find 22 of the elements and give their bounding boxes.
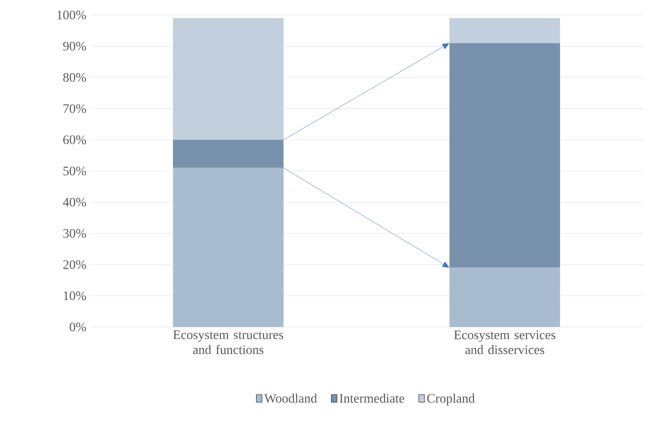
bar [172,18,284,140]
legend-label: Woodland [264,394,317,403]
y-tick-label: 100% [57,10,86,20]
bar [449,43,560,268]
bar [172,140,284,168]
x-tick-label: Ecosystem services and disservices [454,330,556,354]
y-tick-label: 40% [62,198,86,207]
y-tick-label: 30% [63,229,86,238]
y-tick-label: 70% [64,104,86,113]
y-tick-label: 10% [64,291,86,300]
legend-label: Intermediate [340,394,404,403]
bar [172,168,284,327]
bar [449,268,560,327]
legend-label: Cropland [427,394,475,406]
y-tick-label: 90% [63,42,86,51]
y-tick-label: 80% [63,73,86,82]
y-tick-label: 0% [70,322,86,332]
x-tick-label: Ecosystem structures and functions [173,330,284,354]
y-tick-label: 50% [63,166,86,176]
y-tick-label: 20% [63,260,86,269]
y-tick-label: 60% [63,135,86,144]
bar [449,18,560,44]
